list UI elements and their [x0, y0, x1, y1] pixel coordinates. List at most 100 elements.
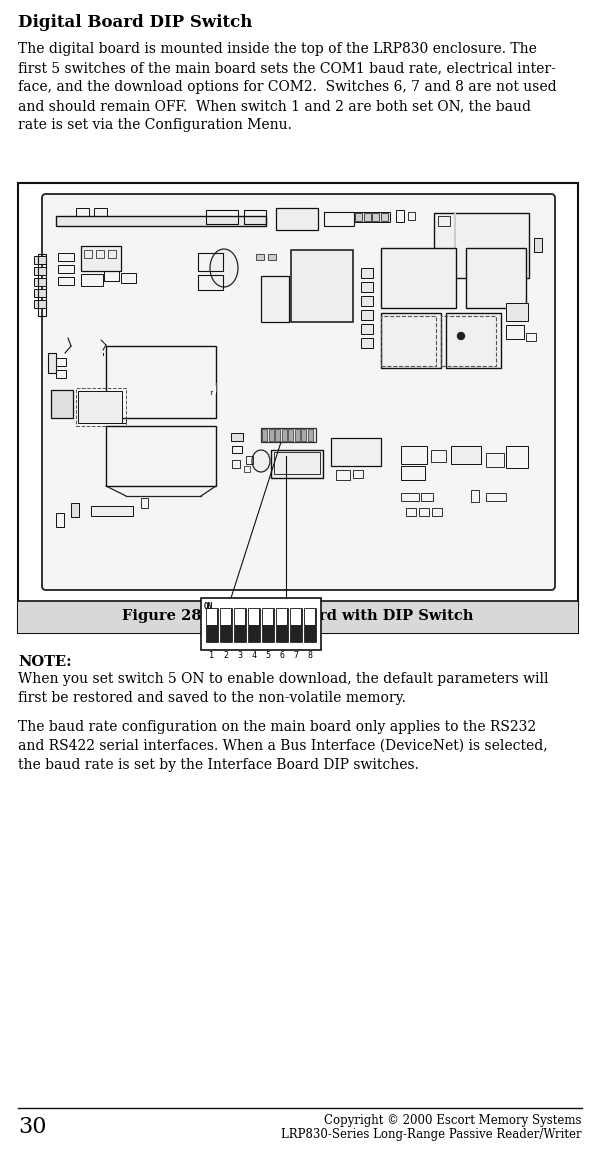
Bar	[81, 274, 103, 286]
Text: Figure 28 — Digital Board with DIP Switch: Figure 28 — Digital Board with DIP Switc…	[122, 609, 473, 623]
Bar	[246, 456, 253, 464]
Bar	[304, 608, 316, 641]
Bar	[76, 388, 126, 426]
Bar	[231, 433, 243, 442]
Bar	[213, 386, 216, 394]
Bar	[419, 508, 429, 516]
Bar	[291, 609, 301, 625]
Bar	[261, 277, 289, 322]
Bar	[408, 211, 415, 220]
Bar	[274, 452, 320, 474]
Bar	[486, 453, 504, 467]
Bar	[248, 608, 260, 641]
Text: Digital Board DIP Switch: Digital Board DIP Switch	[18, 14, 253, 31]
Bar	[471, 490, 479, 502]
Bar	[206, 210, 238, 224]
Ellipse shape	[210, 249, 238, 287]
Bar	[121, 273, 136, 284]
Bar	[353, 469, 363, 478]
Bar	[526, 333, 536, 340]
Bar	[94, 208, 107, 216]
Bar	[288, 429, 293, 442]
Bar	[441, 316, 496, 366]
Text: 1: 1	[209, 651, 215, 660]
Bar	[381, 248, 456, 308]
Bar	[331, 438, 381, 466]
Bar	[206, 608, 218, 641]
Bar	[232, 460, 240, 468]
Bar	[58, 277, 74, 285]
FancyBboxPatch shape	[42, 194, 555, 590]
Bar	[104, 271, 119, 281]
Bar	[401, 493, 419, 501]
Bar	[506, 446, 528, 468]
Bar	[301, 429, 306, 442]
Bar	[51, 390, 73, 418]
Text: 8: 8	[308, 651, 313, 660]
Bar	[34, 289, 46, 297]
Bar	[281, 429, 287, 442]
Bar	[34, 278, 46, 286]
Bar	[401, 446, 427, 464]
Bar	[431, 450, 446, 462]
Bar	[262, 429, 267, 442]
Bar	[198, 253, 223, 271]
Text: 30: 30	[18, 1116, 47, 1138]
Text: 7: 7	[293, 651, 299, 660]
Bar	[434, 213, 529, 278]
Text: 3: 3	[238, 651, 242, 660]
Bar	[106, 346, 216, 418]
Text: 2: 2	[223, 651, 229, 660]
Bar	[361, 282, 373, 292]
Bar	[438, 216, 450, 225]
Bar	[262, 608, 274, 641]
Bar	[355, 213, 362, 221]
Bar	[446, 313, 501, 368]
Bar	[106, 426, 216, 486]
Bar	[220, 608, 232, 641]
Bar	[256, 254, 264, 260]
Bar	[308, 429, 313, 442]
Bar	[276, 608, 288, 641]
Bar	[71, 503, 79, 517]
Bar	[48, 353, 56, 373]
Bar	[76, 208, 89, 216]
Bar	[336, 469, 350, 480]
Text: The baud rate configuration on the main board only applies to the RS232
and RS42: The baud rate configuration on the main …	[18, 720, 548, 772]
Text: ON: ON	[204, 602, 213, 611]
Bar	[207, 609, 217, 625]
Text: Copyright © 2000 Escort Memory Systems: Copyright © 2000 Escort Memory Systems	[325, 1114, 582, 1127]
Bar	[261, 428, 316, 442]
Bar	[56, 370, 66, 378]
Bar	[198, 275, 223, 290]
Bar	[506, 303, 528, 321]
Text: The digital board is mounted inside the top of the LRP830 enclosure. The
first 5: The digital board is mounted inside the …	[18, 42, 557, 131]
Bar	[275, 429, 280, 442]
Bar	[364, 213, 371, 221]
Text: 6: 6	[280, 651, 284, 660]
Bar	[271, 450, 323, 478]
Bar	[18, 182, 578, 633]
Bar	[361, 310, 373, 320]
Text: 4: 4	[251, 651, 257, 660]
Bar	[406, 508, 416, 516]
Bar	[244, 466, 250, 472]
Bar	[277, 609, 287, 625]
Bar	[291, 250, 353, 322]
Bar	[234, 608, 246, 641]
Bar	[381, 316, 436, 366]
Bar	[34, 267, 46, 275]
Bar	[361, 268, 373, 278]
Text: LRP830-Series Long-Range Passive Reader/Writer: LRP830-Series Long-Range Passive Reader/…	[281, 1128, 582, 1141]
Bar	[381, 313, 441, 368]
Bar	[56, 358, 66, 366]
Bar	[84, 250, 92, 258]
Bar	[276, 208, 318, 230]
Text: When you set switch 5 ON to enable download, the default parameters will
first b: When you set switch 5 ON to enable downl…	[18, 672, 548, 705]
Bar	[18, 601, 578, 633]
Bar	[486, 493, 506, 501]
Bar	[91, 505, 133, 516]
Bar	[361, 324, 373, 333]
Bar	[506, 325, 524, 339]
Bar	[396, 210, 404, 222]
